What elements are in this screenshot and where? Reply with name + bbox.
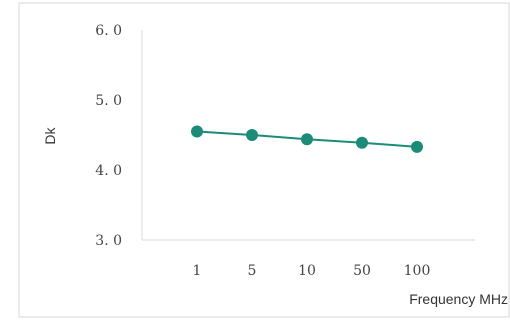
y-tick-label: 5. 0	[95, 93, 122, 109]
data-point	[191, 125, 203, 138]
x-tick-label: 100	[404, 263, 431, 279]
data-point	[301, 133, 313, 146]
y-tick-label: 4. 0	[95, 163, 122, 179]
data-point	[246, 129, 258, 141]
x-tick-label: 1	[193, 263, 202, 279]
y-tick-label: 6. 0	[95, 23, 122, 39]
x-tick-label: 5	[248, 263, 257, 279]
x-tick-label: 50	[353, 263, 371, 279]
y-tick-label: 3. 0	[95, 233, 122, 249]
x-axis-title: Frequency MHz	[409, 291, 508, 307]
y-tick-labels: 3. 0 4. 0 5. 0 6. 0	[95, 23, 122, 249]
data-point	[356, 136, 368, 149]
chart-frame	[18, 2, 510, 318]
x-tick-label: 10	[298, 263, 316, 279]
x-tick-labels: 1 5 10 50 100	[193, 263, 431, 279]
y-axis-title: Dk	[42, 126, 58, 144]
data-point	[411, 140, 423, 153]
series-group	[191, 125, 423, 153]
